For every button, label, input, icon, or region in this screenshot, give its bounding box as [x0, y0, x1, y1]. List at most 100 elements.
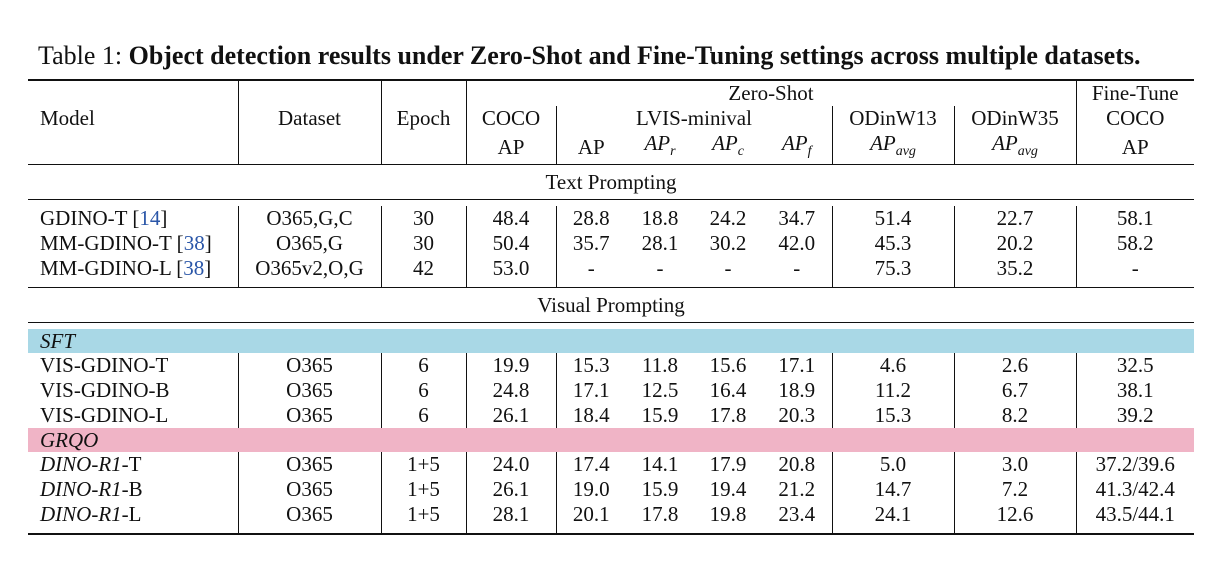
sft-row-0-apr-cell: 11.8 [642, 353, 678, 378]
grqo-row-2-apr-cell: 17.8 [641, 502, 679, 527]
sft-row-1-apf-cell: 18.9 [762, 378, 833, 404]
sft-row-1-epoch-cell: 6 [381, 378, 467, 404]
ft-ap-header: AP [1121, 135, 1149, 160]
citation-link[interactable]: 14 [139, 206, 161, 231]
model-cell: MM-GDINO-L [38] [28, 256, 239, 282]
lvis-apf-header: APf [762, 131, 833, 165]
sft-row-0-ft-cell: 32.5 [1116, 353, 1154, 378]
sft-row-1-o13-cell: 11.2 [832, 378, 955, 404]
grqo-row-2-dataset-cell: O365 [238, 502, 382, 528]
grqo-row-1-o35-cell: 7.2 [954, 477, 1077, 503]
odinw35-apavg-header: APavg [954, 131, 1077, 165]
grqo-row-0-dataset-cell: O365 [238, 452, 382, 478]
grqo-row-1-ft-cell: 41.3/42.4 [1095, 477, 1175, 502]
text-row-0-o35-cell: 22.7 [954, 206, 1077, 232]
sft-row-0-coco-cell: 19.9 [466, 353, 557, 379]
grqo-row-1-epoch-cell: 1+5 [381, 477, 467, 503]
model-size-suffix: -B [121, 477, 143, 502]
dataset-header: Dataset [238, 106, 382, 131]
band-grqo: GRQO [28, 428, 1194, 453]
band-sft: SFT [28, 329, 1194, 354]
sft-row-1-dataset-cell: O365 [238, 378, 382, 404]
sft-row-0-epoch-cell: 6 [381, 353, 467, 379]
text-row-1-o35-cell: 20.2 [954, 231, 1077, 257]
text-row-1-o13-cell: 45.3 [832, 231, 955, 257]
table-row: MM-GDINO-T [38] O365,G 30 50.4 35.7 28.1 30.2 4… [28, 231, 1194, 257]
grqo-row-0-ft-cell: 37.2/39.6 [1095, 452, 1175, 477]
header-row-2: Model Dataset Epoch COCO LVIS-minival OD… [28, 106, 1194, 131]
text-row-2-o13-cell: 75.3 [832, 256, 955, 282]
grqo-row-0-ap-cell: 17.4 [572, 452, 610, 477]
sft-row-0-dataset-cell: O365 [238, 353, 382, 379]
sft-row-2-coco-cell: 26.1 [466, 403, 557, 429]
text-row-1-apr-cell: 28.1 [641, 231, 679, 256]
zero-shot-header: Zero-Shot [466, 81, 1077, 106]
grqo-row-1-coco-cell: 26.1 [466, 477, 557, 503]
table-row: DINO-R1-T O365 1+5 24.0 17.4 14.1 17.9 20.8 5.0 3… [28, 452, 1194, 478]
grqo-row-2-o35-cell: 12.6 [954, 502, 1077, 528]
text-row-2-coco-cell: 53.0 [466, 256, 557, 282]
text-row-0-ap-cell: 28.8 [572, 206, 610, 231]
model-header: Model [28, 106, 239, 131]
lvis-apr-header: APr [644, 131, 676, 160]
table-row: VIS-GDINO-L O365 6 26.1 18.4 15.9 17.8 20.3 15.3… [28, 403, 1194, 429]
sft-row-1-apr-cell: 12.5 [641, 378, 679, 403]
grqo-row-2-apc-cell: 19.8 [709, 502, 747, 527]
caption-prefix: Table 1: [38, 41, 123, 70]
sft-row-2-o35-cell: 8.2 [954, 403, 1077, 429]
text-row-2-apr-cell: - [656, 256, 664, 281]
odinw35-header: ODinW35 [954, 106, 1077, 131]
grqo-row-1-apf-cell: 21.2 [762, 477, 833, 503]
text-row-0-coco-cell: 48.4 [466, 206, 557, 232]
grqo-row-2-apf-cell: 23.4 [762, 502, 833, 528]
sft-row-1-coco-cell: 24.8 [466, 378, 557, 404]
section-text-prompting: Text Prompting [28, 164, 1194, 201]
table-caption: Table 1: Object detection results under … [38, 40, 1198, 72]
odinw13-apavg-header: APavg [832, 131, 955, 165]
text-row-0-apf-cell: 34.7 [762, 206, 833, 232]
ft-coco-header: COCO [1106, 106, 1165, 130]
table-row: GDINO-T [14] O365,G,C 30 48.4 28.8 18.8 24.2 34… [28, 206, 1194, 232]
model-name-italic: DINO-R1 [40, 477, 122, 502]
sft-row-2-ft-cell: 39.2 [1116, 403, 1154, 428]
grqo-row-0-coco-cell: 24.0 [466, 452, 557, 478]
grqo-row-0-epoch-cell: 1+5 [381, 452, 467, 478]
model-cell: DINO-R1-L [28, 502, 239, 528]
model-cell: GDINO-T [14] [28, 206, 239, 232]
caption-title: Object detection results under Zero-Shot… [128, 41, 1141, 70]
sft-row-0-ap-cell: 15.3 [572, 353, 610, 378]
model-name: MM-GDINO-L [ [40, 256, 184, 281]
sft-row-2-apr-cell: 15.9 [641, 403, 679, 428]
text-row-2-o35-cell: 35.2 [954, 256, 1077, 282]
section-visual-prompting: Visual Prompting [28, 287, 1194, 324]
text-row-0-apc-cell: 24.2 [709, 206, 747, 231]
sft-row-1-ft-cell: 38.1 [1116, 378, 1154, 403]
coco-header: COCO [466, 106, 557, 131]
table-row: DINO-R1-B O365 1+5 26.1 19.0 15.9 19.4 21.2 14.7… [28, 477, 1194, 503]
citation-link[interactable]: 38 [183, 256, 205, 281]
model-cell: DINO-R1-B [28, 477, 239, 503]
model-cell: MM-GDINO-T [38] [28, 231, 239, 257]
text-row-1-coco-cell: 50.4 [466, 231, 557, 257]
sft-row-2-dataset-cell: O365 [238, 403, 382, 429]
grqo-row-2-coco-cell: 28.1 [466, 502, 557, 528]
header-row-1: Zero-Shot Fine-Tune [28, 81, 1194, 106]
model-cell: VIS-GDINO-T [28, 353, 239, 379]
citation-link[interactable]: 38 [183, 231, 205, 256]
table-row: DINO-R1-L O365 1+5 28.1 20.1 17.8 19.8 23.4 24.1… [28, 502, 1194, 528]
text-row-0-dataset-cell: O365,G,C [238, 206, 382, 232]
sft-row-2-o13-cell: 15.3 [832, 403, 955, 429]
sft-row-1-ap-cell: 17.1 [572, 378, 610, 403]
text-row-0-apr-cell: 18.8 [641, 206, 679, 231]
model-size-suffix: -T [121, 452, 142, 477]
lvis-apc-header: APc [712, 131, 744, 160]
text-row-1-apc-cell: 30.2 [709, 231, 747, 256]
text-row-2-apc-cell: - [724, 256, 732, 281]
lvis-ap-header: AP [577, 135, 605, 160]
sft-row-0-o35-cell: 2.6 [954, 353, 1077, 379]
table-row: VIS-GDINO-T O365 6 19.9 15.3 11.8 15.6 17.1 4.6 2… [28, 353, 1194, 379]
fine-tune-header: Fine-Tune [1091, 81, 1179, 105]
grqo-row-2-ft-cell: 43.5/44.1 [1095, 502, 1175, 527]
text-row-1-ap-cell: 35.7 [572, 231, 610, 256]
model-size-suffix: -L [121, 502, 142, 527]
